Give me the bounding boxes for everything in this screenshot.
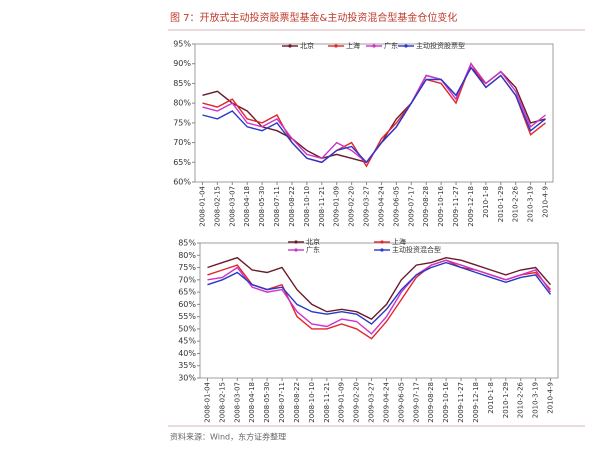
y-tick-label: 90% bbox=[173, 59, 191, 68]
series-line bbox=[202, 62, 546, 168]
figure-title: 图 7：开放式主动投资股票型基金&主动投资混合型基金仓位变化 bbox=[170, 11, 457, 24]
legend-marker bbox=[334, 44, 338, 48]
y-tick-label: 75% bbox=[173, 118, 191, 127]
legend-label: 广东 bbox=[384, 41, 398, 50]
legend-marker bbox=[404, 44, 408, 48]
x-tick-label: 2010-3-19 bbox=[527, 186, 535, 222]
y-tick-label: 60% bbox=[173, 178, 191, 187]
legend-marker bbox=[372, 44, 376, 48]
x-tick-label: 2008-02-15 bbox=[218, 382, 226, 423]
x-tick-label: 2008-03-07 bbox=[228, 186, 236, 227]
legend-label: 广东 bbox=[306, 245, 320, 254]
x-tick-label: 2008-04-18 bbox=[243, 186, 251, 227]
x-tick-label: 2010-1-8 bbox=[487, 382, 495, 414]
x-tick-label: 2009-07-17 bbox=[407, 186, 415, 227]
y-tick-label: 65% bbox=[178, 288, 196, 297]
legend-label: 主动投资混合型 bbox=[392, 245, 441, 254]
x-tick-label: 2009-07-17 bbox=[412, 382, 420, 423]
legend-marker bbox=[380, 240, 384, 244]
x-tick-label: 2008-05-30 bbox=[263, 382, 271, 423]
y-tick-label: 85% bbox=[173, 79, 191, 88]
x-tick-label: 2008-11-21 bbox=[318, 186, 326, 227]
legend-label: 上海 bbox=[392, 237, 406, 246]
x-tick-label: 2009-04-24 bbox=[377, 185, 385, 226]
x-tick-label: 2009-12-18 bbox=[467, 186, 475, 227]
y-tick-label: 40% bbox=[178, 349, 196, 358]
x-tick-label: 2008-05-30 bbox=[258, 186, 266, 227]
x-tick-label: 2009-06-05 bbox=[397, 382, 405, 423]
x-tick-label: 2008-02-15 bbox=[213, 186, 221, 227]
y-tick-label: 30% bbox=[178, 374, 196, 383]
legend-marker bbox=[294, 248, 298, 252]
x-tick-label: 2009-02-20 bbox=[353, 382, 361, 423]
series-line bbox=[207, 261, 552, 325]
x-tick-label: 2009-03-27 bbox=[363, 186, 371, 227]
legend-marker bbox=[380, 248, 384, 252]
y-tick-label: 80% bbox=[178, 251, 196, 260]
x-tick-label: 2010-3-19 bbox=[532, 382, 540, 418]
x-tick-label: 2010-2-26 bbox=[512, 185, 520, 222]
x-tick-label: 2008-03-07 bbox=[233, 382, 241, 423]
x-tick-label: 2010-2-26 bbox=[517, 381, 525, 418]
x-tick-label: 2010-1-29 bbox=[502, 382, 510, 418]
legend-label: 上海 bbox=[346, 41, 360, 50]
y-tick-label: 50% bbox=[178, 324, 196, 333]
legend-label: 主动投资股票型 bbox=[416, 41, 465, 50]
y-tick-label: 65% bbox=[173, 158, 191, 167]
y-tick-label: 70% bbox=[173, 138, 191, 147]
x-tick-label: 2009-04-24 bbox=[382, 381, 390, 422]
x-tick-label: 2009-08-28 bbox=[427, 382, 435, 423]
legend-marker bbox=[294, 240, 298, 244]
series-line bbox=[202, 62, 546, 164]
x-tick-label: 2009-01-09 bbox=[338, 382, 346, 423]
y-tick-label: 75% bbox=[178, 263, 196, 272]
y-tick-label: 55% bbox=[178, 312, 196, 321]
x-tick-label: 2009-02-20 bbox=[348, 186, 356, 227]
plot-area bbox=[194, 43, 554, 183]
x-tick-label: 2009-01-09 bbox=[333, 186, 341, 227]
x-tick-label: 2008-10-10 bbox=[303, 186, 311, 227]
x-tick-label: 2008-04-18 bbox=[248, 382, 256, 423]
x-tick-label: 2008-07-11 bbox=[273, 186, 281, 227]
y-tick-label: 85% bbox=[178, 239, 196, 248]
x-tick-label: 2008-11-21 bbox=[323, 382, 331, 423]
x-tick-label: 2009-12-18 bbox=[472, 382, 480, 423]
y-tick-label: 70% bbox=[178, 275, 196, 284]
x-tick-label: 2009-11-27 bbox=[452, 186, 460, 227]
x-tick-label: 2009-10-16 bbox=[442, 381, 450, 422]
y-tick-label: 60% bbox=[178, 300, 196, 309]
plot-area bbox=[199, 242, 559, 379]
legend-label: 北京 bbox=[306, 237, 320, 246]
series-line bbox=[202, 66, 546, 164]
series-line bbox=[207, 259, 552, 335]
series-line bbox=[207, 256, 552, 320]
x-tick-label: 2010-1-8 bbox=[482, 186, 490, 218]
x-tick-label: 2009-08-28 bbox=[422, 186, 430, 227]
x-tick-label: 2009-06-05 bbox=[392, 186, 400, 227]
x-tick-label: 2009-11-27 bbox=[457, 382, 465, 423]
x-tick-label: 2009-10-16 bbox=[437, 185, 445, 226]
y-tick-label: 95% bbox=[173, 40, 191, 49]
x-tick-label: 2008-01-04 bbox=[203, 381, 211, 422]
y-tick-label: 80% bbox=[173, 99, 191, 108]
x-tick-label: 2009-03-27 bbox=[368, 382, 376, 423]
x-tick-label: 2010-1-29 bbox=[497, 186, 505, 222]
x-tick-label: 2010-4-9 bbox=[547, 382, 555, 414]
y-tick-label: 35% bbox=[178, 361, 196, 370]
x-tick-label: 2008-08-22 bbox=[293, 382, 301, 423]
x-tick-label: 2008-01-04 bbox=[198, 185, 206, 226]
legend-label: 北京 bbox=[300, 41, 314, 50]
legend-marker bbox=[288, 44, 292, 48]
x-tick-label: 2010-4-9 bbox=[542, 186, 550, 218]
x-tick-label: 2008-10-10 bbox=[308, 382, 316, 423]
x-tick-label: 2008-07-11 bbox=[278, 382, 286, 423]
series-line bbox=[202, 66, 546, 164]
y-tick-label: 45% bbox=[178, 337, 196, 346]
x-tick-label: 2008-08-22 bbox=[288, 186, 296, 227]
source: 资料来源：Wind，东方证券整理 bbox=[170, 432, 286, 442]
